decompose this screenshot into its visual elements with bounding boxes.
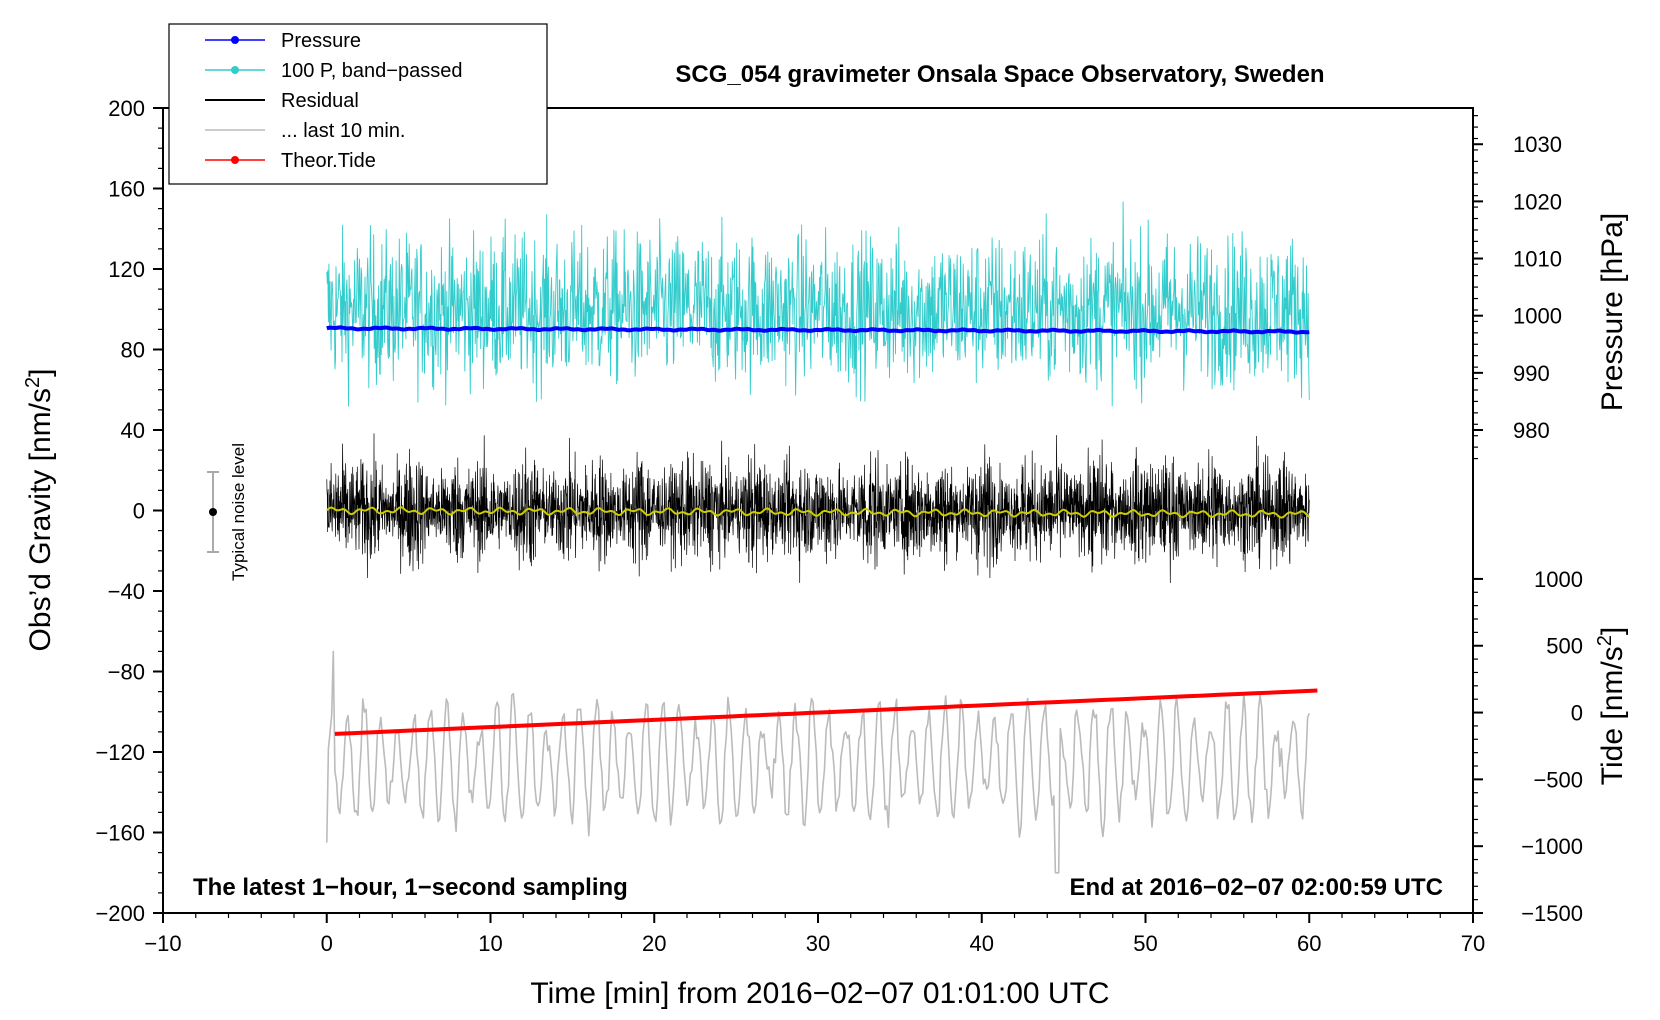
y-tick-label-left: 160 — [108, 177, 145, 202]
chart-title: SCG_054 gravimeter Onsala Space Observat… — [675, 61, 1324, 88]
y-tick-label-pressure: 990 — [1513, 361, 1550, 386]
y-axis-title-tide: Tide [nm/s2] — [1594, 627, 1629, 785]
y-tick-label-left: 0 — [133, 499, 145, 524]
x-tick-label: 10 — [478, 931, 502, 956]
noise-level-label: Typical noise level — [229, 443, 248, 581]
noise-level-dot — [209, 508, 217, 516]
y-tick-label-tide: 0 — [1571, 701, 1583, 726]
y-tick-label-tide: −500 — [1533, 767, 1583, 792]
footer-right: End at 2016−02−07 02:00:59 UTC — [1069, 874, 1443, 901]
y-tick-label-left: −200 — [95, 901, 145, 926]
legend-label: 100 P, band−passed — [281, 60, 462, 82]
legend-swatch-marker — [231, 36, 239, 44]
y-tick-label-pressure: 1020 — [1513, 189, 1562, 214]
y-tick-label-left: −80 — [108, 660, 145, 685]
y-tick-label-left: 200 — [108, 96, 145, 121]
x-tick-label: 60 — [1297, 931, 1321, 956]
x-axis-title: Time [min] from 2016−02−07 01:01:00 UTC — [530, 977, 1109, 1010]
tick-labels: −10 0 10 20 30 40 50 60 7020016012080400−40−80−1… — [95, 96, 1583, 956]
y-tick-label-tide: 1000 — [1534, 567, 1583, 592]
y-axis-title-tide-sup: 2 — [1594, 635, 1616, 646]
legend: Pressure 100 P, band−passed Residual ... la… — [168, 23, 548, 185]
series-residual-line — [326, 433, 1310, 584]
y-tick-label-pressure: 1010 — [1513, 247, 1562, 272]
y-axis-title-pressure: Pressure [hPa] — [1596, 213, 1629, 411]
x-tick-label: 20 — [642, 931, 666, 956]
footer-left: The latest 1−hour, 1−second sampling — [193, 874, 628, 901]
y-axis-title-left: Obs’d Gravity [nm/s2] — [22, 369, 57, 652]
y-tick-label-tide: 500 — [1546, 634, 1583, 659]
y-tick-label-tide: −1500 — [1521, 901, 1583, 926]
x-tick-label: 40 — [970, 931, 994, 956]
legend-swatch-marker — [231, 156, 239, 164]
axis-ticks — [153, 107, 1483, 923]
y-tick-label-left: −120 — [95, 740, 145, 765]
legend-box — [168, 23, 548, 185]
series-band-passed-line — [326, 201, 1310, 407]
series-pressure-line — [326, 325, 1310, 335]
legend-label: Pressure — [281, 30, 361, 52]
y-axis-title-left-sup: 2 — [22, 377, 44, 388]
x-tick-label: −10 — [144, 931, 181, 956]
y-tick-label-left: −160 — [95, 821, 145, 846]
legend-label: ... last 10 min. — [281, 120, 406, 142]
x-tick-label: 0 — [321, 931, 333, 956]
y-tick-label-left: 40 — [121, 418, 145, 443]
x-tick-label: 70 — [1461, 931, 1485, 956]
noise-level-indicator: Typical noise level — [207, 443, 248, 581]
x-tick-label: 30 — [806, 931, 830, 956]
series-last-10-min-line — [326, 650, 1311, 874]
y-tick-label-pressure: 980 — [1513, 418, 1550, 443]
x-tick-label: 50 — [1133, 931, 1157, 956]
y-tick-label-left: 80 — [121, 338, 145, 363]
series-theoretical-tide-line — [334, 688, 1318, 736]
y-tick-label-left: 120 — [108, 257, 145, 282]
legend-label: Theor.Tide — [281, 150, 376, 172]
legend-swatch-marker — [231, 66, 239, 74]
y-tick-label-pressure: 1000 — [1513, 304, 1562, 329]
y-tick-label-pressure: 1030 — [1513, 132, 1562, 157]
legend-label: Residual — [281, 90, 359, 112]
series-layer — [326, 201, 1318, 874]
y-tick-label-left: −40 — [108, 579, 145, 604]
series-residual-smoothed-line — [326, 506, 1310, 519]
y-tick-label-tide: −1000 — [1521, 834, 1583, 859]
